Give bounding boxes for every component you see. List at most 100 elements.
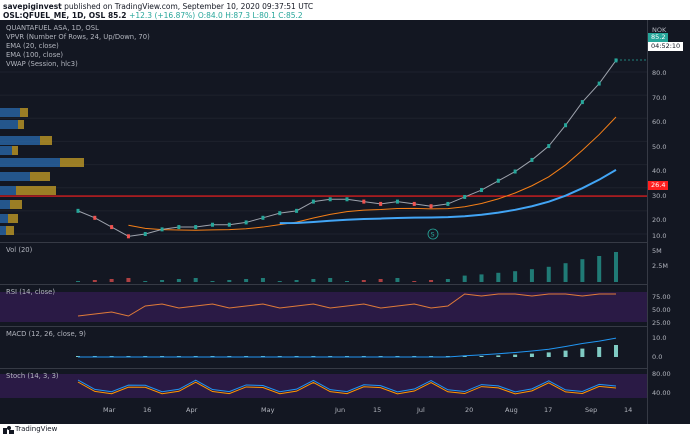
macd-histogram-bar — [563, 350, 568, 357]
legend-ema20[interactable]: EMA (20, close) — [6, 42, 59, 50]
legend-stoch[interactable]: Stoch (14, 3, 3) — [6, 372, 59, 380]
price-tick: 50.0 — [652, 143, 667, 151]
price-candle — [211, 222, 214, 227]
legend-ema100[interactable]: EMA (100, close) — [6, 51, 64, 59]
ohlc-values: O:84.0 H:87.3 L:80.1 C:85.2 — [197, 11, 303, 20]
price-candle — [177, 225, 181, 230]
chart-canvas[interactable]: S — [0, 20, 690, 424]
volume-bar — [244, 279, 249, 282]
price-candle — [480, 188, 483, 193]
price-candle — [429, 204, 433, 209]
volume-bar — [277, 281, 282, 282]
price-candle — [580, 100, 584, 105]
volume-bar — [92, 280, 97, 282]
volume-profile-down — [16, 186, 56, 195]
stoch-k-line — [77, 379, 617, 393]
price-line — [77, 60, 617, 237]
price-tick: 20.0 — [652, 216, 667, 224]
macd-histogram-bar — [462, 356, 467, 357]
volume-profile-down — [10, 200, 22, 209]
volume-bar — [580, 259, 585, 282]
volume-profile-down — [8, 214, 18, 223]
volume-profile-up — [0, 200, 10, 209]
volume-bar — [378, 279, 383, 282]
macd-histogram-bar — [597, 347, 602, 357]
volume-bar — [76, 281, 80, 282]
symbol-line: OSL:QFUEL_ME, 1D, OSL 85.2 +12.3 (+16.87… — [3, 11, 303, 20]
volume-bar — [260, 278, 265, 282]
split-marker-icon — [427, 228, 439, 240]
pane-separator[interactable] — [0, 284, 648, 285]
price-candle — [244, 220, 248, 225]
symbol-info: OSL:QFUEL_ME, 1D, OSL — [3, 11, 106, 20]
price-candle — [278, 211, 282, 216]
macd-histogram-bar — [614, 345, 618, 357]
price-candle — [160, 227, 164, 232]
x-tick: 17 — [544, 406, 553, 414]
macd-histogram-bar — [580, 348, 585, 357]
macd-histogram-bar — [496, 355, 501, 357]
stoch-tick: 40.00 — [652, 389, 671, 397]
rsi-tick: 75.00 — [652, 293, 671, 301]
macd-histogram-bar — [513, 354, 518, 357]
price-axis[interactable]: NOK 85.2 04:52:10 80.0 70.0 60.0 50.0 40… — [647, 20, 690, 424]
volume-bar — [597, 256, 602, 282]
price-candle — [345, 197, 349, 202]
volume-bar — [479, 274, 484, 282]
price-candle — [463, 194, 467, 199]
volume-bar — [227, 280, 232, 282]
price-tick: 40.0 — [652, 167, 667, 175]
price-candle — [93, 215, 97, 220]
price-candle — [547, 144, 551, 149]
macd-histogram-bar — [546, 352, 551, 357]
x-tick: Jun — [335, 406, 346, 414]
volume-profile-down — [20, 108, 28, 117]
volume-bar — [143, 281, 148, 282]
volume-bar — [546, 266, 551, 282]
volume-profile-up — [0, 158, 60, 167]
price-candle — [412, 201, 416, 206]
pane-separator[interactable] — [0, 242, 648, 243]
price-candle — [261, 215, 265, 220]
volume-profile-down — [40, 136, 52, 145]
price-candle — [597, 81, 601, 86]
x-tick: Jul — [417, 406, 425, 414]
x-tick: 16 — [143, 406, 152, 414]
macd-line — [78, 337, 617, 358]
author-name[interactable]: savepiginvest — [3, 2, 62, 11]
legend-rsi[interactable]: RSI (14, close) — [6, 288, 55, 296]
chart-area[interactable]: S QUANTAFUEL ASA, 1D, OSL VPVR (Number O… — [0, 20, 690, 424]
price-change: +12.3 (+16.87%) — [129, 11, 196, 20]
volume-bar — [529, 269, 534, 282]
volume-bar — [412, 281, 417, 282]
price-candle — [328, 197, 332, 202]
x-tick: Apr — [186, 406, 198, 414]
price-candle — [110, 225, 114, 230]
price-tick: 60.0 — [652, 118, 667, 126]
legend-vpvr[interactable]: VPVR (Number Of Rows, 24, Up/Down, 70) — [6, 33, 150, 41]
legend-vol[interactable]: Vol (20) — [6, 246, 33, 254]
volume-profile-up — [0, 136, 40, 145]
volume-bar — [294, 280, 299, 282]
volume-profile-down — [60, 158, 84, 167]
price-candle — [194, 225, 198, 230]
volume-bar — [496, 272, 501, 282]
volume-bar — [345, 281, 349, 282]
last-price-label: 85.2 — [648, 33, 669, 42]
price-tick: 30.0 — [652, 192, 667, 200]
volume-profile-up — [0, 120, 18, 129]
legend-vwap[interactable]: VWAP (Session, hlc3) — [6, 60, 78, 68]
volume-bar — [395, 278, 400, 282]
macd-tick: 0.0 — [652, 353, 663, 361]
currency-label: NOK — [652, 26, 667, 34]
volume-bar — [109, 279, 114, 282]
price-candle — [614, 58, 618, 63]
legend-macd[interactable]: MACD (12, 26, close, 9) — [6, 330, 86, 338]
price-candle — [126, 234, 130, 239]
price-candle — [496, 178, 500, 183]
price-tick: 10.0 — [652, 232, 667, 240]
volume-bar — [462, 275, 467, 282]
pane-separator[interactable] — [0, 368, 648, 369]
footer-brand[interactable]: TradingView — [15, 425, 58, 433]
pane-separator[interactable] — [0, 326, 648, 327]
